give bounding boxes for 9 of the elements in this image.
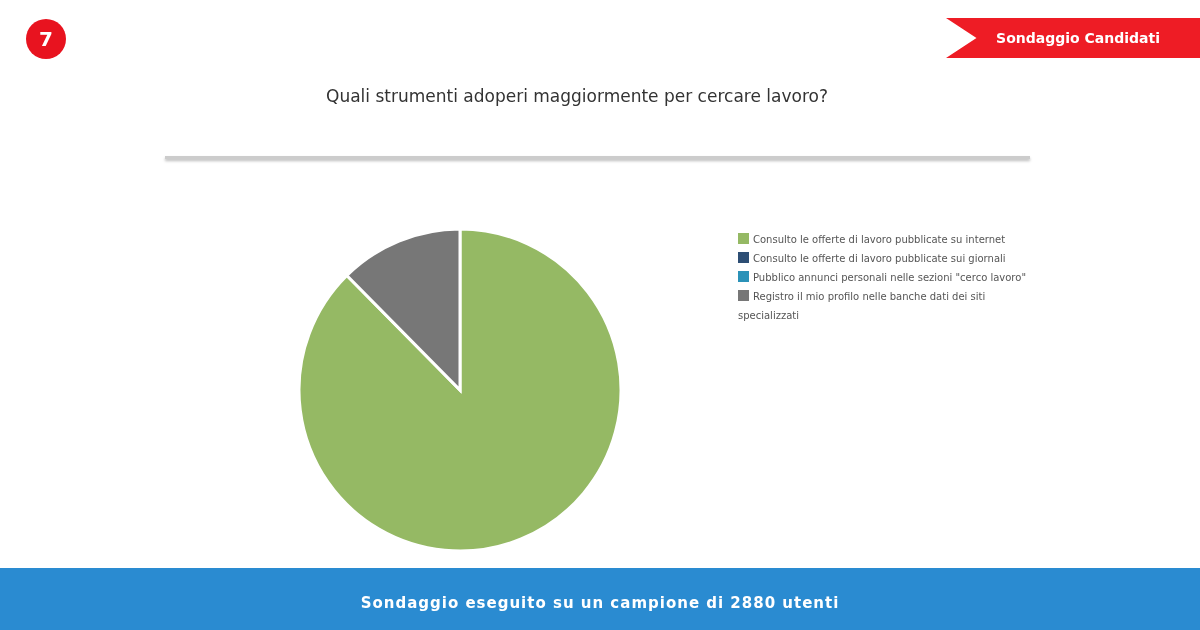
text: Sondaggio eseguito su un campione di 2880 utenti [0, 568, 1200, 630]
legend-label: Registro il mio profilo nelle banche dati dei siti specializzati [738, 291, 986, 321]
legend-label: Consulto le offerte di lavoro pubblicate sui giornali [753, 253, 1006, 264]
text: Sondaggio Candidati [946, 18, 1200, 58]
legend-label: Pubblico annunci personali nelle sezioni "cerco lavoro" [753, 272, 1026, 283]
chart-title: Quali strumenti adoperi maggiormente per cercare lavoro? [326, 86, 828, 106]
legend-label: Consulto le offerte di lavoro pubblicate su internet [753, 234, 1006, 245]
pie-slice [297, 227, 623, 553]
text: 7 [26, 19, 66, 59]
